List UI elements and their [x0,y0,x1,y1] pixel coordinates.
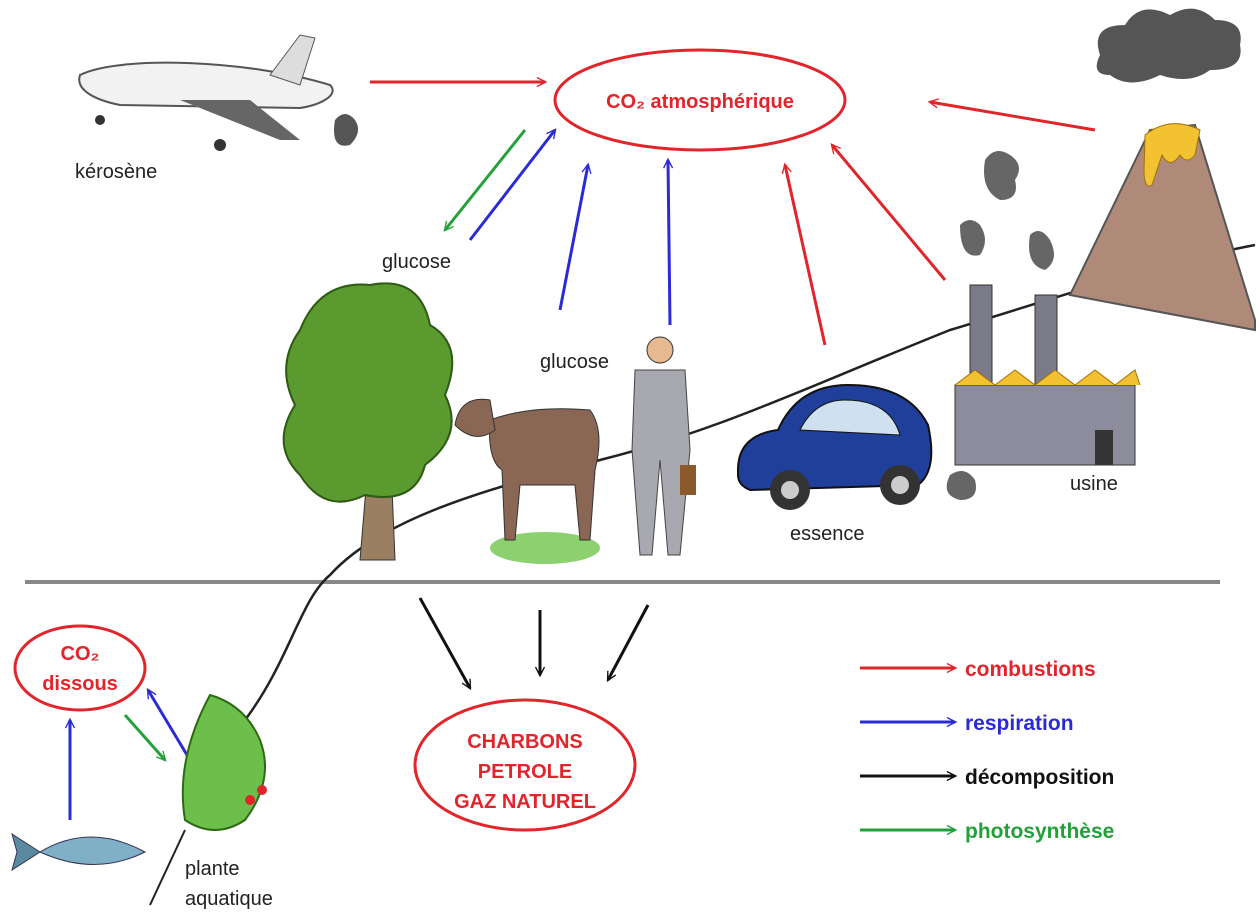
cloud [1097,9,1241,83]
car-label: essence [790,523,865,545]
glucose-plants-label: glucose [382,251,451,273]
factory-label: usine [1070,473,1118,495]
dissolved-ellipse [15,626,145,710]
factory [955,285,1140,465]
plane-label: kérosène [75,161,157,183]
dissolved-label-1: CO₂ [61,643,100,665]
cow [455,399,600,564]
fossil-label-3: GAZ NATUREL [454,791,596,813]
fossil-label-2: PETROLE [478,761,572,783]
plant-label-2: aquatique [185,888,273,910]
legend-label: décomposition [965,766,1114,789]
fossil-label-1: CHARBONS [467,731,583,753]
volcano [1070,124,1255,330]
legend-label: combustions [965,658,1096,681]
legend-label: respiration [965,712,1074,735]
carbon-cycle-diagram: kérosène CO₂ atmosphérique usine essence… [0,0,1260,921]
plane [79,35,358,151]
atmosphere-label: CO₂ atmosphérique [606,91,794,113]
fish [12,834,145,870]
plant-label-1: plante [185,858,240,880]
glucose-animals-label: glucose [540,351,609,373]
tree [284,283,453,560]
man [632,337,696,555]
legend [860,668,955,830]
dissolved-label-2: dissous [42,673,118,695]
legend-label: photosynthèse [965,820,1114,843]
